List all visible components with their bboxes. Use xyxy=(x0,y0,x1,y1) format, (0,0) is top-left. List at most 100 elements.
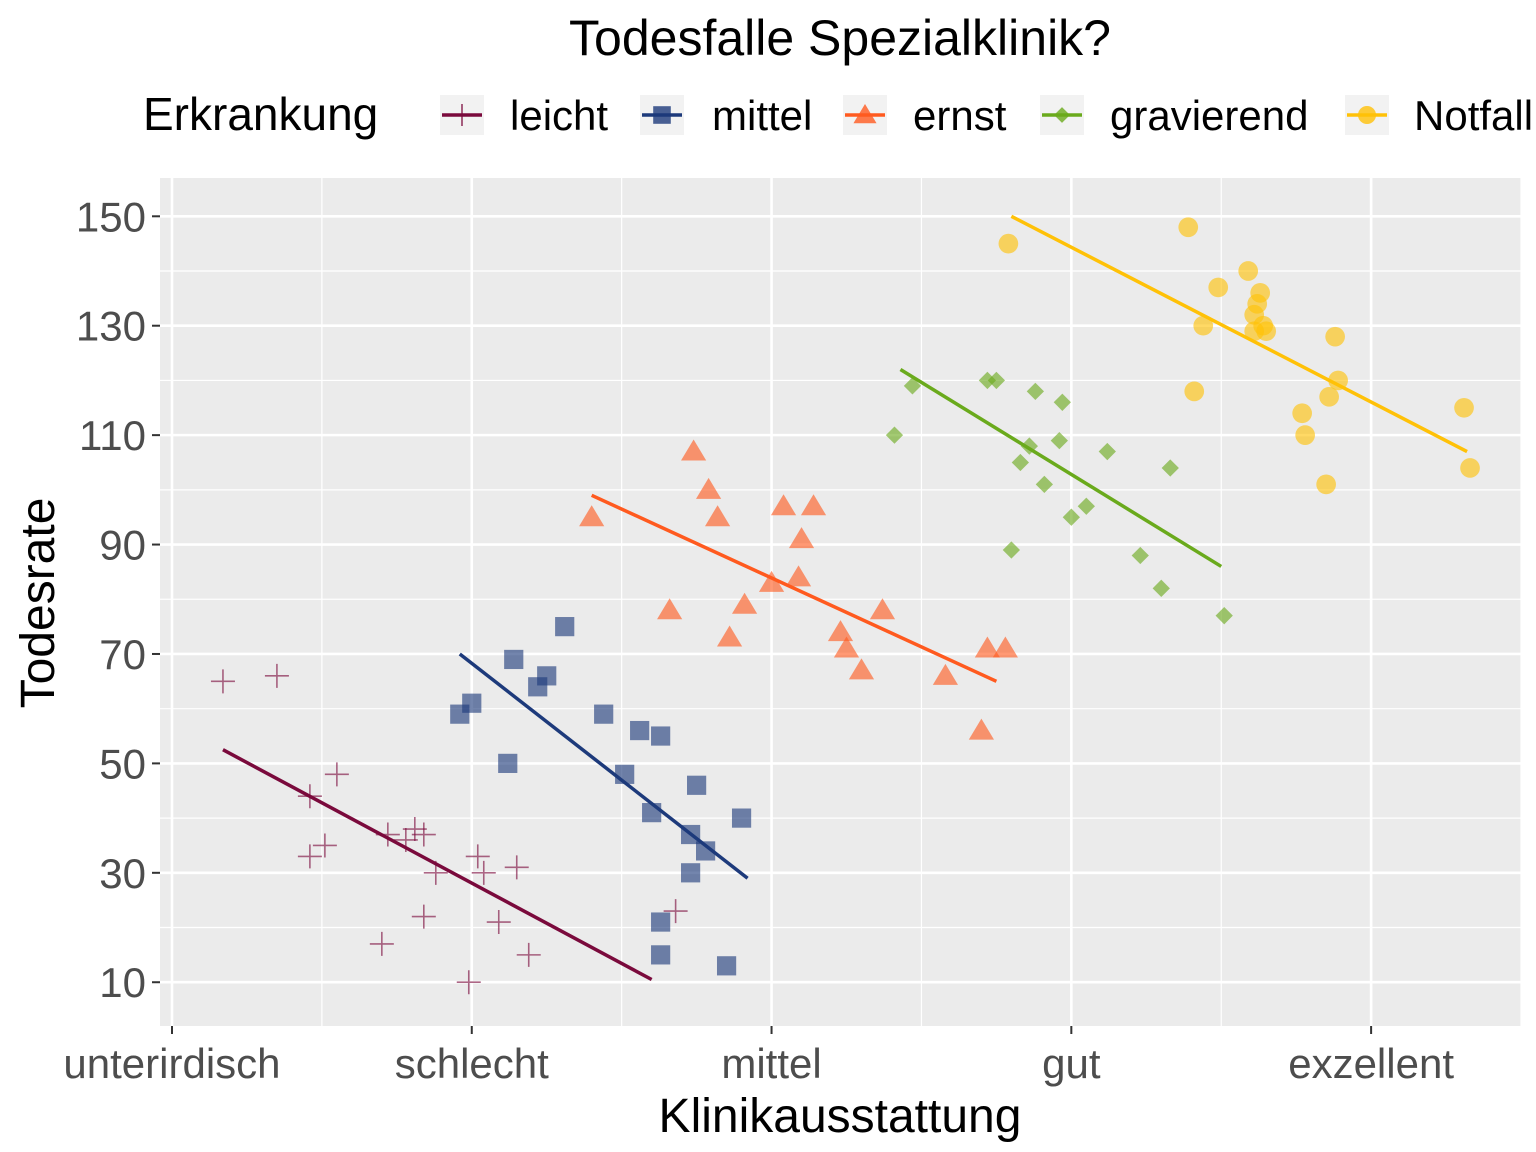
point-notfall xyxy=(1460,458,1480,478)
point-notfall xyxy=(1238,261,1259,281)
point-ernst xyxy=(716,625,743,647)
point-gravierend xyxy=(1011,453,1030,472)
y-axis: 10 30 50 70 90 110 130 150 xyxy=(76,193,160,1006)
x-axis-title: Klinikausstattung xyxy=(659,1090,1022,1143)
point-ernst xyxy=(785,565,812,587)
point-leicht xyxy=(297,844,322,869)
point-leicht xyxy=(423,860,448,885)
point-leicht xyxy=(369,931,394,956)
point-notfall xyxy=(1208,277,1229,298)
legend-label-mittel: mittel xyxy=(712,92,812,139)
point-notfall xyxy=(1316,474,1336,495)
point-ernst xyxy=(848,658,875,680)
point-leicht xyxy=(375,822,400,847)
legend-label-leicht: leicht xyxy=(510,92,608,139)
point-notfall xyxy=(1250,283,1271,303)
y-tick-label: 130 xyxy=(76,303,146,350)
x-tick-label: unterirdisch xyxy=(63,1040,280,1087)
point-ernst xyxy=(788,527,815,549)
trend-line-gravierend xyxy=(899,367,1223,568)
point-mittel xyxy=(594,704,614,724)
x-tick-label: exzellent xyxy=(1288,1040,1454,1087)
grid-minor xyxy=(160,178,1522,1026)
point-leicht xyxy=(504,855,529,880)
point-leicht xyxy=(486,910,511,935)
point-mittel xyxy=(615,764,635,784)
point-ernst xyxy=(770,494,797,516)
point-leicht xyxy=(663,899,688,924)
point-leicht xyxy=(324,762,349,787)
point-notfall xyxy=(1325,326,1345,347)
data-points xyxy=(210,217,1480,995)
legend-key-marker xyxy=(1054,107,1070,123)
legend-key-marker xyxy=(853,104,877,124)
point-mittel xyxy=(681,863,701,883)
legend-key-marker xyxy=(451,104,473,126)
y-tick-label: 90 xyxy=(99,522,146,569)
legend: Erkrankung leicht mittel ernst gravierend No… xyxy=(143,88,1533,140)
point-ernst xyxy=(681,439,707,461)
point-notfall xyxy=(1256,321,1277,342)
point-gravierend xyxy=(885,426,904,444)
point-notfall xyxy=(1184,381,1205,402)
point-leicht xyxy=(411,904,436,929)
point-gravierend xyxy=(1131,546,1149,565)
point-mittel xyxy=(651,945,671,965)
legend-label-notfall: Notfall xyxy=(1414,92,1533,139)
point-mittel xyxy=(695,841,716,861)
x-tick-label: schlecht xyxy=(395,1040,549,1087)
point-gravierend xyxy=(1026,382,1044,401)
point-ernst xyxy=(731,592,758,614)
y-axis-title: Todesrate xyxy=(12,498,65,709)
legend-title: Erkrankung xyxy=(143,88,378,140)
point-notfall xyxy=(1328,370,1348,391)
point-notfall xyxy=(998,233,1019,254)
x-axis: unterirdisch schlecht mittel gut exzellent xyxy=(63,1026,1454,1087)
trend-line-ernst xyxy=(590,493,998,683)
trend-line-leicht xyxy=(222,748,653,982)
y-tick-label: 150 xyxy=(76,193,146,240)
legend-key-marker xyxy=(1357,105,1377,125)
y-tick-label: 70 xyxy=(99,631,146,678)
point-notfall xyxy=(1292,403,1313,424)
point-ernst xyxy=(579,505,605,527)
x-tick-label: gut xyxy=(1042,1040,1101,1087)
point-ernst xyxy=(695,477,722,499)
point-mittel xyxy=(537,666,557,686)
y-tick-label: 50 xyxy=(99,740,146,787)
point-leicht xyxy=(411,822,436,847)
point-mittel xyxy=(498,753,518,773)
point-gravierend xyxy=(1077,497,1095,515)
point-ernst xyxy=(968,718,994,740)
point-ernst xyxy=(992,636,1018,658)
point-leicht xyxy=(471,860,496,885)
point-ernst xyxy=(827,620,854,642)
point-gravierend xyxy=(1062,508,1080,526)
point-gravierend xyxy=(1020,437,1039,455)
chart-title: Todesfalle Spezialklinik? xyxy=(569,10,1111,66)
point-ernst xyxy=(932,663,959,685)
point-leicht xyxy=(264,663,289,688)
trend-lines xyxy=(222,214,1468,982)
plot-panel xyxy=(160,178,1521,1026)
point-leicht xyxy=(402,817,427,842)
point-mittel xyxy=(504,649,524,670)
y-tick-label: 30 xyxy=(99,850,146,897)
legend-key-marker xyxy=(653,106,671,124)
legend-label-gravierend: gravierend xyxy=(1110,92,1308,139)
point-notfall xyxy=(1178,217,1199,238)
point-leicht xyxy=(393,827,418,852)
point-leicht xyxy=(312,833,337,858)
point-ernst xyxy=(833,636,860,658)
point-mittel xyxy=(687,775,707,795)
point-mittel xyxy=(716,956,737,976)
point-mittel xyxy=(462,693,482,713)
point-notfall xyxy=(1319,386,1339,407)
point-leicht xyxy=(297,784,322,809)
point-leicht xyxy=(210,669,235,694)
point-notfall xyxy=(1454,397,1474,418)
y-tick-label: 10 xyxy=(99,959,146,1006)
point-gravierend xyxy=(1152,579,1170,597)
trend-line-notfall xyxy=(1010,214,1468,454)
